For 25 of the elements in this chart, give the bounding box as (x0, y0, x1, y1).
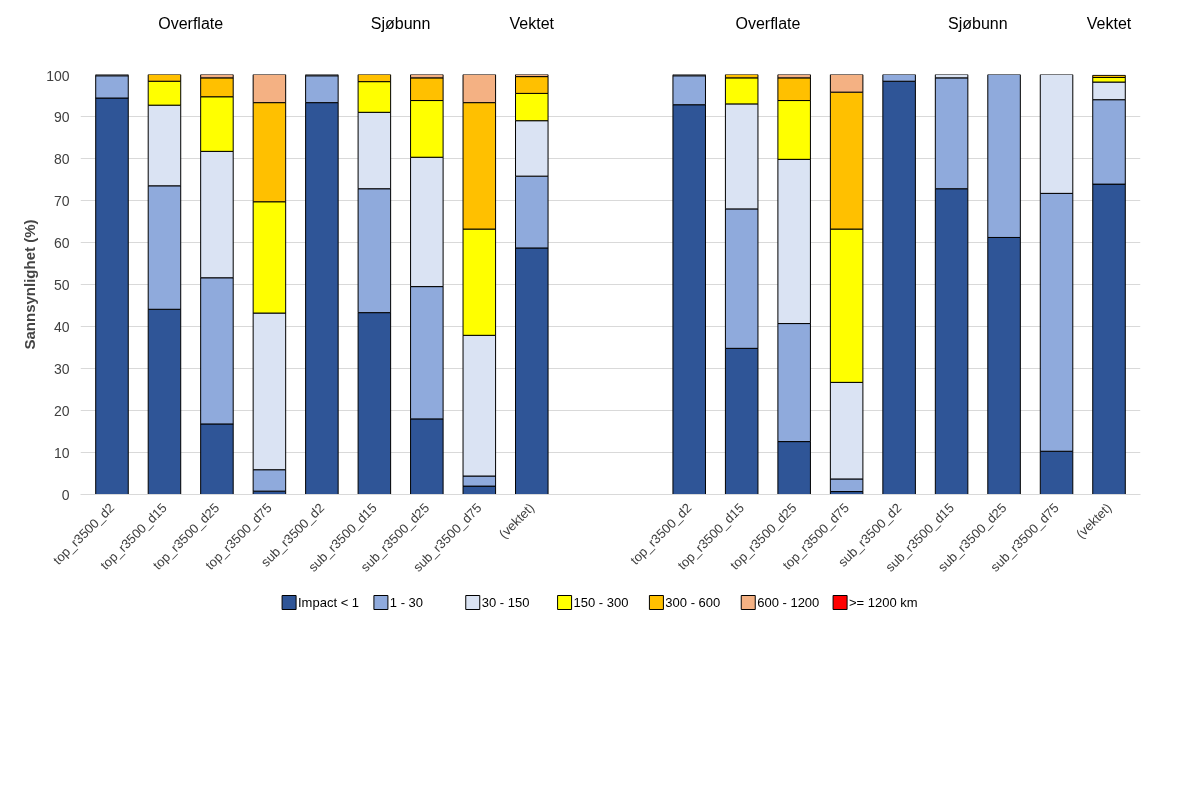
y-tick-label: 90 (53, 108, 70, 125)
legend-label: >= 1200 km (849, 595, 918, 610)
y-tick-label: 0 (61, 486, 70, 503)
y-tick-label: 50 (53, 276, 70, 293)
y-tick-label: 80 (53, 150, 70, 167)
text: Overflate (735, 14, 801, 32)
text: Vektet (509, 14, 555, 32)
text: Overflate (158, 14, 224, 32)
y-tick-label: 60 (53, 234, 70, 251)
y-tick-label: 40 (53, 318, 70, 335)
y-tick-label: 100 (46, 67, 70, 84)
legend-label: 150 - 300 (573, 595, 629, 610)
y-tick-label: 10 (53, 444, 70, 461)
y-tick-label: 20 (53, 402, 70, 419)
text: Vektet (1086, 14, 1132, 32)
text: Sjøbunn (948, 14, 1008, 32)
y-tick-label: 70 (53, 192, 70, 209)
legend-label: 30 - 150 (481, 595, 530, 610)
y-tick-label: 30 (53, 360, 70, 377)
text: Sjøbunn (370, 14, 431, 32)
legend-label: 1 - 30 (389, 595, 424, 610)
y-axis-title: Sannsynlighet (%) (21, 219, 39, 350)
legend-label: 600 - 1200 (757, 595, 820, 610)
legend-label: 300 - 600 (665, 595, 721, 610)
legend-label: Impact < 1 (298, 595, 360, 610)
